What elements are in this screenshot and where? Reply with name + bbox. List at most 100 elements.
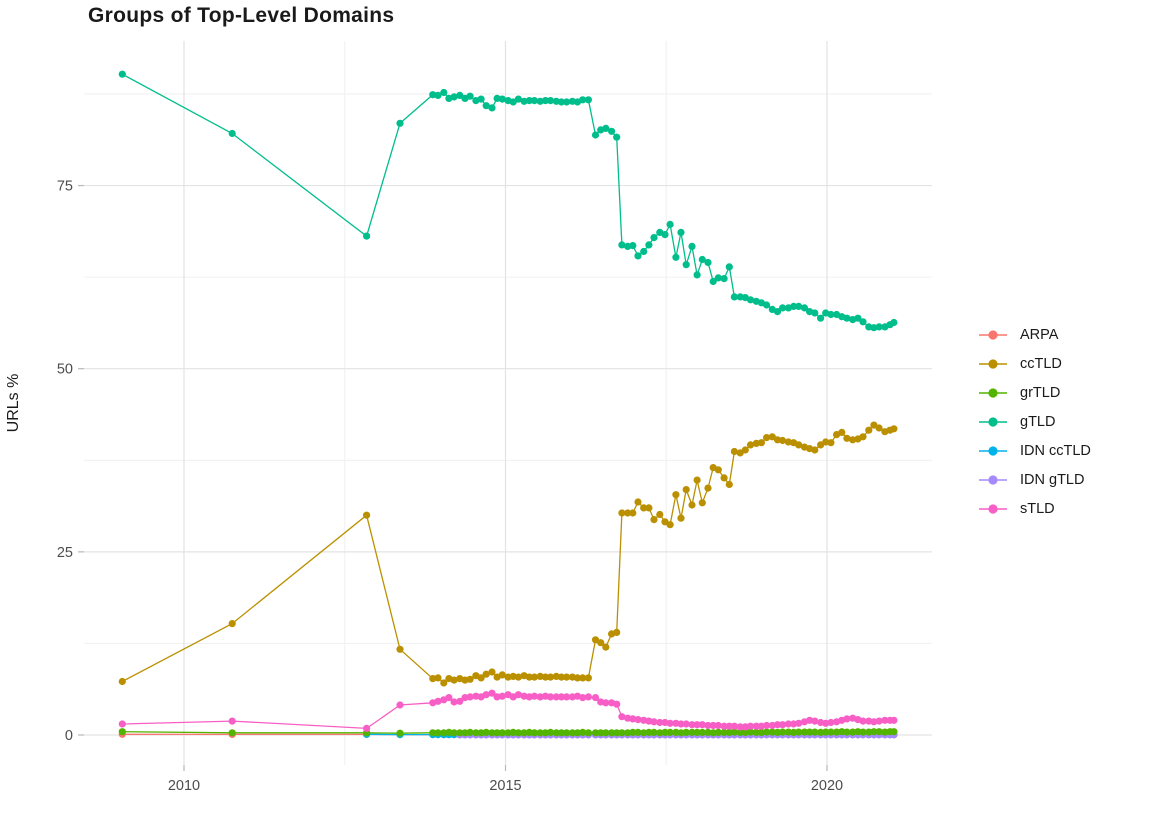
data-point [790,302,798,310]
data-point [498,95,506,103]
data-point [650,718,658,726]
legend-label: grTLD [1020,384,1061,401]
data-point [757,439,766,447]
data-point [736,723,744,731]
legend: ARPA ccTLD grTLD gTLD IDN ccTLD IDN gTLD sTLD [978,320,1091,523]
data-point [890,728,898,736]
data-point [698,721,706,729]
legend-key-icon [979,387,1007,398]
data-point [688,242,696,250]
data-point [661,728,669,737]
data-point [725,728,733,737]
data-point [118,70,126,78]
data-point [859,728,867,736]
data-point [546,673,555,681]
data-point [746,728,755,736]
data-point [890,318,898,327]
data-point [584,96,593,104]
data-point [817,728,825,737]
data-point [514,95,523,103]
data-point [773,728,782,737]
data-point [591,694,600,702]
data-point [714,721,722,730]
data-point [757,728,766,737]
data-point [672,491,680,499]
legend-label: ARPA [1020,326,1059,343]
legend-item-grtld: grTLD [978,378,1091,407]
data-point [118,720,126,728]
data-point [693,728,701,737]
data-point [482,691,490,699]
data-point [525,97,533,105]
data-point [634,716,642,724]
data-point [656,718,664,727]
data-point [779,304,787,312]
data-point [795,728,803,736]
data-point [608,127,616,135]
data-point [763,721,771,730]
series-stld [118,689,898,733]
data-point [629,728,637,737]
data-point [640,504,648,512]
data-point [843,728,851,736]
data-point [613,133,621,141]
data-point [434,674,442,682]
legend-item-gtld: gTLD [978,407,1091,436]
legend-label: IDN ccTLD [1020,442,1091,459]
series-grtld [118,728,898,737]
data-point [530,673,539,681]
legend-item-idn-cctld: IDN ccTLD [978,436,1091,465]
data-point [434,697,442,705]
data-point [650,516,658,524]
data-point [720,474,728,482]
data-point [725,263,733,271]
legend-label: IDN gTLD [1020,471,1085,488]
data-point [584,693,593,701]
data-point [817,314,825,322]
data-point [514,673,523,681]
legend-label: sTLD [1020,500,1055,517]
data-point [396,645,404,653]
data-point [546,728,555,737]
data-point [746,722,755,730]
data-point [488,668,496,676]
legend-item-cctld: ccTLD [978,349,1091,378]
data-point [634,728,642,737]
data-point [666,521,674,529]
data-point [795,302,803,310]
data-point [541,673,550,681]
data-point [482,670,490,678]
data-point [573,729,582,737]
data-point [563,693,571,701]
data-point [790,728,798,737]
data-point [618,241,626,249]
data-point [546,693,555,701]
series-cctld [118,421,898,687]
data-point [520,729,528,737]
data-point [843,715,851,723]
data-point [666,719,674,727]
series-gtld [118,70,898,332]
data-point [466,92,474,100]
data-point [546,97,555,105]
data-point [688,721,696,729]
data-point [811,309,819,317]
data-point [552,693,560,701]
data-point [806,728,814,736]
data-point [827,728,835,736]
data-point [608,729,616,737]
data-point [613,700,621,708]
data-point [875,323,883,331]
data-point [477,674,485,682]
data-point [613,729,621,737]
legend-item-idn-gtld: IDN gTLD [978,465,1091,494]
legend-item-stld: sTLD [978,494,1091,523]
data-point [714,466,722,474]
data-point [768,433,776,441]
data-point [396,729,404,737]
data-point [843,314,851,322]
data-point [720,728,728,737]
legend-key-dot [988,358,998,369]
data-point [714,274,722,282]
